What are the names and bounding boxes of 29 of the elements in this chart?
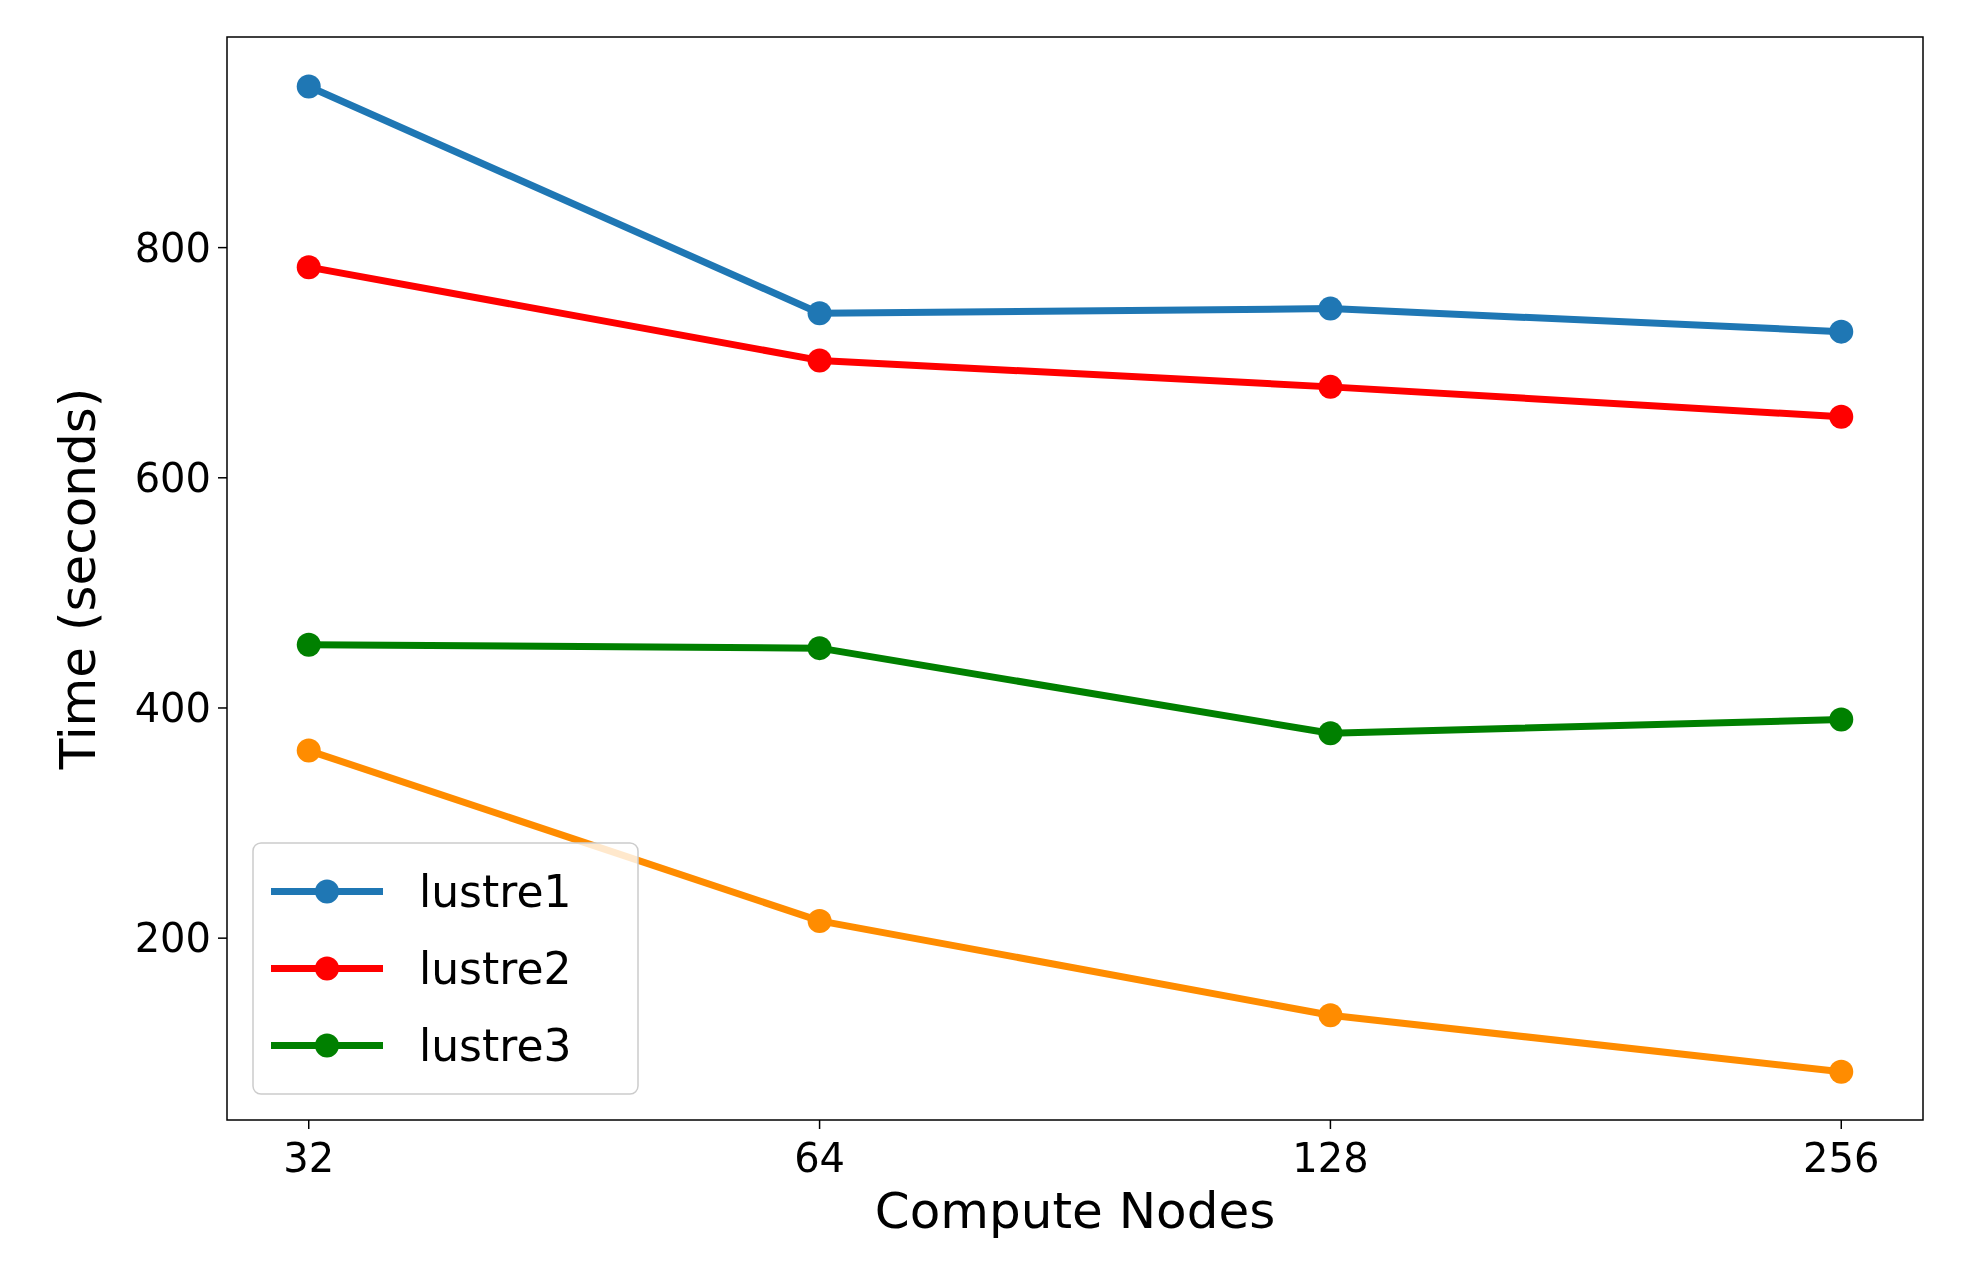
point [807, 348, 832, 373]
y-axis-title: Time (seconds) [48, 387, 107, 771]
x-axis-title: Compute Nodes [874, 1182, 1276, 1240]
x-tick-label: 64 [794, 1135, 846, 1181]
y-tick-label: 400 [134, 684, 211, 731]
y-tick-label: 800 [134, 224, 211, 271]
point [1829, 404, 1854, 429]
x-tick-label: 128 [1292, 1135, 1369, 1181]
x-tick-label: 32 [283, 1135, 335, 1181]
point [296, 255, 321, 280]
x-tick-label: 256 [1803, 1135, 1880, 1181]
point [1829, 707, 1854, 732]
point [807, 301, 832, 326]
legend-label: lustre3 [419, 1019, 572, 1071]
legend-label: lustre1 [419, 865, 572, 917]
point [1318, 721, 1343, 746]
point [296, 632, 321, 657]
legend-label: lustre2 [419, 942, 572, 994]
point [1829, 319, 1854, 344]
point [1829, 1059, 1854, 1084]
point [807, 908, 832, 933]
y-tick-label: 200 [134, 915, 211, 962]
y-tick-label: 600 [134, 454, 211, 501]
point [1318, 1003, 1343, 1028]
point [807, 636, 832, 661]
point [296, 74, 321, 99]
point [1318, 296, 1343, 321]
point [296, 738, 321, 763]
point [1318, 374, 1343, 399]
